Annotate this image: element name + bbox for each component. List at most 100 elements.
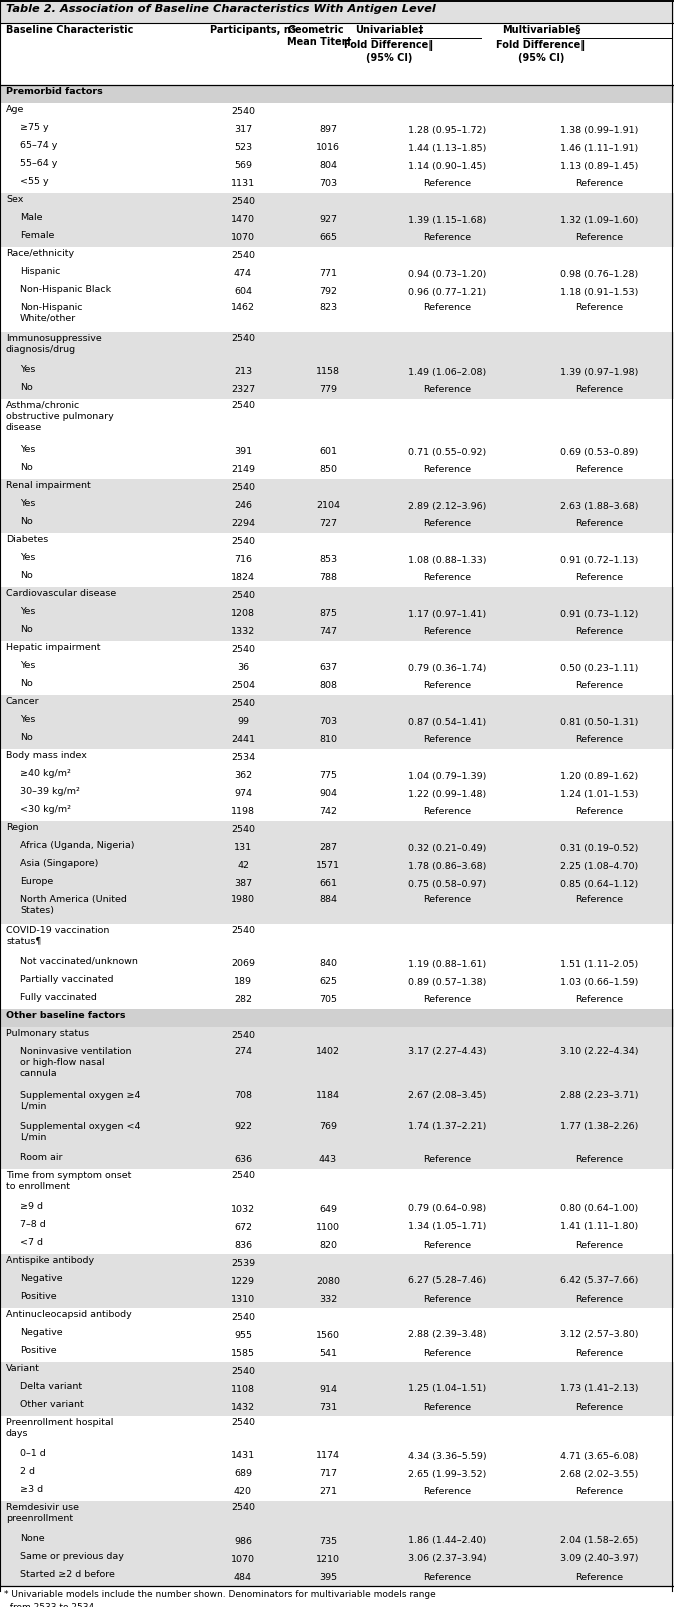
Text: 2540: 2540 bbox=[231, 1417, 255, 1427]
Text: 2534: 2534 bbox=[231, 754, 255, 762]
Text: 1585: 1585 bbox=[231, 1348, 255, 1358]
Text: 1.49 (1.06–2.08): 1.49 (1.06–2.08) bbox=[408, 368, 486, 376]
Text: 810: 810 bbox=[319, 736, 337, 744]
Text: 2.68 (2.02–3.55): 2.68 (2.02–3.55) bbox=[560, 1469, 638, 1478]
Bar bbox=[0, 677, 674, 694]
Text: 1.46 (1.11–1.91): 1.46 (1.11–1.91) bbox=[560, 143, 638, 153]
Text: 1.34 (1.05–1.71): 1.34 (1.05–1.71) bbox=[408, 1223, 486, 1231]
Bar bbox=[0, 247, 674, 265]
Text: 0.32 (0.21–0.49): 0.32 (0.21–0.49) bbox=[408, 844, 486, 852]
Text: 1310: 1310 bbox=[231, 1295, 255, 1303]
Text: from 2533 to 2534.: from 2533 to 2534. bbox=[4, 1604, 97, 1607]
Text: 1.78 (0.86–3.68): 1.78 (0.86–3.68) bbox=[408, 861, 486, 871]
Text: Started ≥2 d before: Started ≥2 d before bbox=[20, 1570, 115, 1580]
Text: 1.39 (1.15–1.68): 1.39 (1.15–1.68) bbox=[408, 215, 486, 225]
Text: Cancer: Cancer bbox=[6, 697, 40, 705]
Text: ≥75 y: ≥75 y bbox=[20, 124, 49, 132]
Text: 1198: 1198 bbox=[231, 807, 255, 816]
Text: Reference: Reference bbox=[423, 1348, 471, 1358]
Text: Reference: Reference bbox=[575, 807, 623, 816]
Bar bbox=[0, 924, 674, 955]
Text: 1174: 1174 bbox=[316, 1451, 340, 1461]
Text: 2540: 2540 bbox=[231, 1032, 255, 1040]
Text: <55 y: <55 y bbox=[20, 177, 49, 186]
Bar bbox=[0, 569, 674, 587]
Text: Yes: Yes bbox=[20, 445, 35, 455]
Text: Preenrollment hospital
days: Preenrollment hospital days bbox=[6, 1417, 113, 1438]
Text: 391: 391 bbox=[234, 447, 252, 456]
Text: Negative: Negative bbox=[20, 1327, 63, 1337]
Text: 2540: 2540 bbox=[231, 334, 255, 342]
Text: ≥9 d: ≥9 d bbox=[20, 1202, 43, 1212]
Text: 788: 788 bbox=[319, 574, 337, 582]
Text: 0.94 (0.73–1.20): 0.94 (0.73–1.20) bbox=[408, 270, 486, 278]
Text: 637: 637 bbox=[319, 664, 337, 672]
Text: 775: 775 bbox=[319, 771, 337, 781]
Text: Reference: Reference bbox=[575, 466, 623, 474]
Text: ≥3 d: ≥3 d bbox=[20, 1485, 43, 1495]
Text: 0.81 (0.50–1.31): 0.81 (0.50–1.31) bbox=[560, 717, 638, 726]
Bar bbox=[0, 804, 674, 821]
Text: 420: 420 bbox=[234, 1488, 252, 1496]
Text: 665: 665 bbox=[319, 233, 337, 243]
Text: 661: 661 bbox=[319, 879, 337, 889]
Bar bbox=[0, 157, 674, 175]
Text: Sex: Sex bbox=[6, 194, 24, 204]
Text: Fold Difference‖
(95% CI): Fold Difference‖ (95% CI) bbox=[497, 40, 586, 63]
Bar bbox=[0, 1483, 674, 1501]
Text: 1.32 (1.09–1.60): 1.32 (1.09–1.60) bbox=[560, 215, 638, 225]
Bar bbox=[0, 893, 674, 924]
Text: 7–8 d: 7–8 d bbox=[20, 1220, 46, 1229]
Bar bbox=[0, 230, 674, 247]
Text: Time from symptom onset
to enrollment: Time from symptom onset to enrollment bbox=[6, 1172, 131, 1191]
Text: 99: 99 bbox=[237, 717, 249, 726]
Text: 840: 840 bbox=[319, 959, 337, 969]
Text: 689: 689 bbox=[234, 1469, 252, 1478]
Text: 1229: 1229 bbox=[231, 1276, 255, 1286]
Text: Reference: Reference bbox=[575, 1295, 623, 1303]
Text: 1571: 1571 bbox=[316, 861, 340, 871]
Text: 2540: 2540 bbox=[231, 484, 255, 492]
Text: Reference: Reference bbox=[575, 736, 623, 744]
Bar bbox=[0, 641, 674, 659]
Text: 974: 974 bbox=[234, 789, 252, 799]
Text: 914: 914 bbox=[319, 1385, 337, 1393]
Text: 2540: 2540 bbox=[231, 1503, 255, 1512]
Bar bbox=[0, 767, 674, 784]
Text: Antispike antibody: Antispike antibody bbox=[6, 1257, 94, 1265]
Text: 2104: 2104 bbox=[316, 501, 340, 511]
Text: 387: 387 bbox=[234, 879, 252, 889]
Text: 1980: 1980 bbox=[231, 895, 255, 905]
Text: 1.19 (0.88–1.61): 1.19 (0.88–1.61) bbox=[408, 959, 486, 969]
Text: <7 d: <7 d bbox=[20, 1237, 43, 1247]
Text: 1032: 1032 bbox=[231, 1205, 255, 1213]
Bar bbox=[0, 1236, 674, 1253]
Text: 604: 604 bbox=[234, 288, 252, 297]
Text: Reference: Reference bbox=[423, 180, 471, 188]
Bar bbox=[0, 1363, 674, 1380]
Bar bbox=[0, 1045, 674, 1090]
Text: 3.10 (2.22–4.34): 3.10 (2.22–4.34) bbox=[559, 1048, 638, 1056]
Text: Noninvasive ventilation
or high-flow nasal
cannula: Noninvasive ventilation or high-flow nas… bbox=[20, 1048, 131, 1078]
Bar bbox=[0, 534, 674, 551]
Text: Reference: Reference bbox=[423, 1295, 471, 1303]
Bar bbox=[0, 514, 674, 534]
Text: 779: 779 bbox=[319, 386, 337, 394]
Bar bbox=[0, 1168, 674, 1200]
Text: Antinucleocapsid antibody: Antinucleocapsid antibody bbox=[6, 1310, 131, 1319]
Bar bbox=[0, 211, 674, 230]
Text: 1016: 1016 bbox=[316, 143, 340, 153]
Text: 6.42 (5.37–7.66): 6.42 (5.37–7.66) bbox=[560, 1276, 638, 1286]
Text: 1.86 (1.44–2.40): 1.86 (1.44–2.40) bbox=[408, 1536, 486, 1546]
Text: 1.17 (0.97–1.41): 1.17 (0.97–1.41) bbox=[408, 609, 486, 619]
Bar bbox=[0, 839, 674, 857]
Bar bbox=[0, 193, 674, 211]
Text: 1402: 1402 bbox=[316, 1048, 340, 1056]
Text: 2540: 2540 bbox=[231, 591, 255, 601]
Bar bbox=[0, 1218, 674, 1236]
Text: 771: 771 bbox=[319, 270, 337, 278]
Bar bbox=[0, 461, 674, 479]
Text: Yes: Yes bbox=[20, 715, 35, 725]
Text: Diabetes: Diabetes bbox=[6, 535, 49, 545]
Bar bbox=[0, 551, 674, 569]
